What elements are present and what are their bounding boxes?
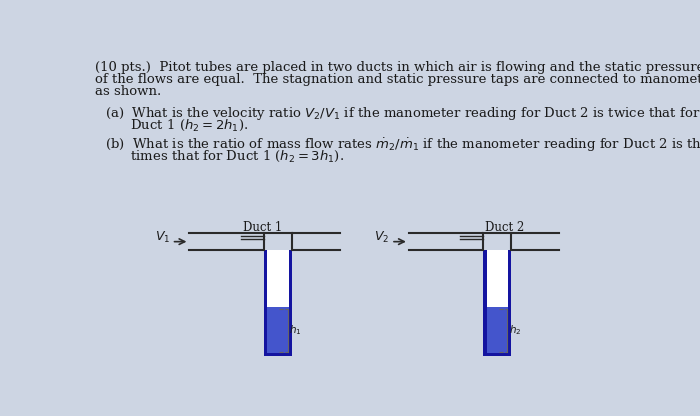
Text: $V_1$: $V_1$ xyxy=(155,230,170,245)
Text: $h_2$: $h_2$ xyxy=(509,323,522,337)
Text: $h_1$: $h_1$ xyxy=(290,323,302,337)
Text: times that for Duct 1 ($h_2 = 3h_1$).: times that for Duct 1 ($h_2 = 3h_1$). xyxy=(105,149,344,163)
Text: (10 pts.)  Pitot tubes are placed in two ducts in which air is flowing and the s: (10 pts.) Pitot tubes are placed in two … xyxy=(95,61,700,74)
Bar xyxy=(267,250,288,353)
Text: Duct 1: Duct 1 xyxy=(243,221,282,234)
Text: $V_2$: $V_2$ xyxy=(374,230,389,245)
Text: (b)  What is the ratio of mass flow rates $\dot{m}_2/\dot{m}_1$ if the manometer: (b) What is the ratio of mass flow rates… xyxy=(105,136,700,154)
Text: of the flows are equal.  The stagnation and static pressure taps are connected t: of the flows are equal. The stagnation a… xyxy=(95,73,700,86)
Bar xyxy=(486,250,508,353)
Text: Duct 2: Duct 2 xyxy=(485,221,525,234)
Bar xyxy=(484,250,511,357)
Bar xyxy=(267,307,288,353)
Bar xyxy=(264,250,292,357)
Text: Duct 1 ($h_2 = 2h_1$).: Duct 1 ($h_2 = 2h_1$). xyxy=(105,118,248,133)
Text: as shown.: as shown. xyxy=(95,85,162,98)
Bar xyxy=(486,307,508,353)
Text: (a)  What is the velocity ratio $V_2/V_1$ if the manometer reading for Duct 2 is: (a) What is the velocity ratio $V_2/V_1$… xyxy=(105,105,700,122)
